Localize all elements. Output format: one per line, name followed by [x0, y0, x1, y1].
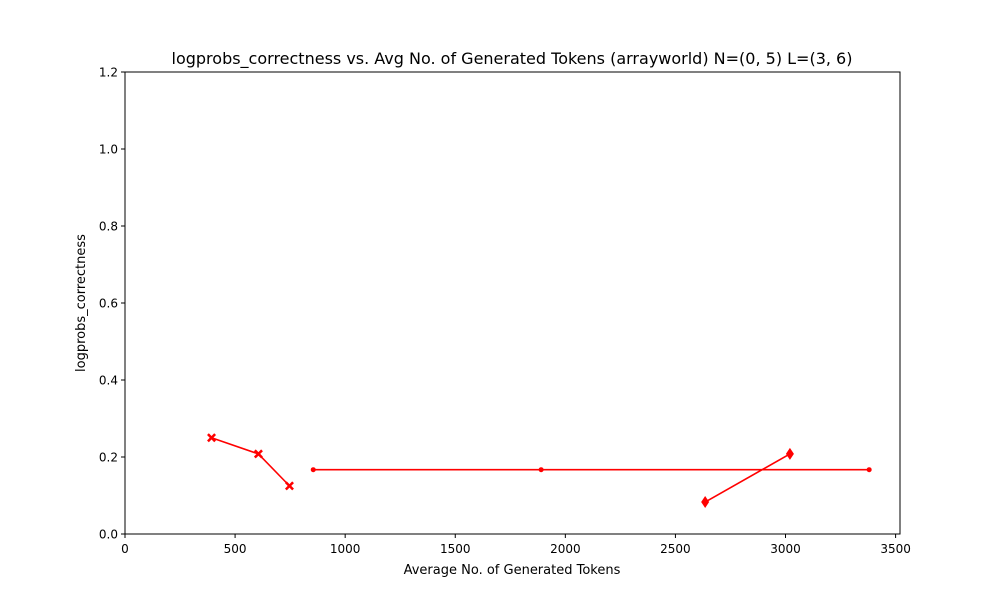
data-point-diamond-marker: [701, 496, 710, 509]
data-point-dot-marker: [310, 467, 316, 473]
x-tick-label: 3000: [770, 542, 801, 556]
x-tick-label: 3500: [880, 542, 911, 556]
data-point-dot-marker: [538, 467, 544, 473]
y-axis-label: logprobs_correctness: [74, 234, 89, 372]
y-tick-label: 0.0: [99, 528, 118, 542]
series-line: [211, 436, 291, 487]
y-tick-label: 0.2: [99, 451, 118, 465]
y-tick-label: 1.0: [99, 143, 118, 157]
plot-frame: [124, 71, 901, 535]
x-axis-label: Average No. of Generated Tokens: [404, 563, 621, 578]
y-tick-label: 0.8: [99, 220, 118, 234]
y-tick-label: 1.2: [99, 66, 118, 80]
x-tick-label: 1000: [330, 542, 361, 556]
x-tick-label: 2500: [660, 542, 691, 556]
series-line: [704, 453, 791, 503]
x-tick-label: 1500: [440, 542, 471, 556]
y-tick-label: 0.6: [99, 297, 118, 311]
data-point-x-marker: [284, 481, 294, 491]
series-group: [207, 433, 872, 509]
data-point-dot-marker: [866, 467, 872, 473]
data-point-diamond-marker: [785, 447, 794, 460]
chart-title: logprobs_correctness vs. Avg No. of Gene…: [172, 49, 853, 69]
x-tick-label: 500: [224, 542, 247, 556]
data-point-x-marker: [207, 433, 217, 443]
y-tick-label: 0.4: [99, 374, 118, 388]
axes: 0 500 1000 1500 2000 2500 3000 3500 0.0 0.2 0.4 0.6…: [99, 66, 911, 557]
x-tick-label: 2000: [550, 542, 581, 556]
data-point-x-marker: [253, 449, 263, 459]
x-tick-label: 0: [121, 542, 129, 556]
